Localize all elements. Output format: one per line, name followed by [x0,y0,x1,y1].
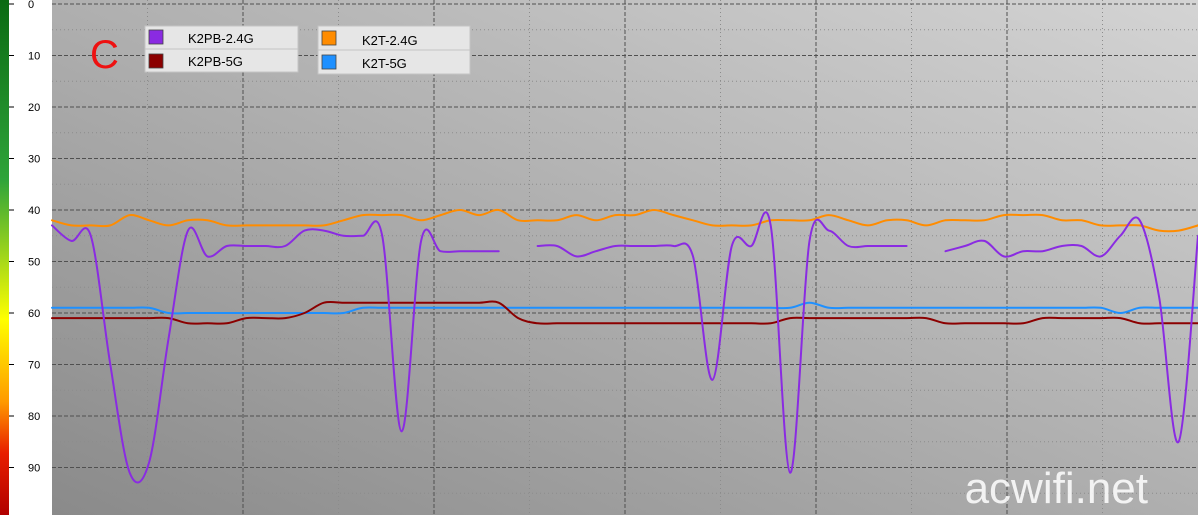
y-tick-label: 10 [28,51,40,63]
series-line-k2pb-5g [51,300,1198,325]
y-tick-label: 50 [28,257,40,269]
y-tick-label: 20 [28,102,40,114]
y-tick-label: 70 [28,360,40,372]
plot-area [52,0,1198,515]
series-lines [51,208,1198,484]
legend-label-k2t-2-4g: K2T-2.4G [362,33,418,48]
legend: K2PB-2.4G K2PB-5G K2T-2.4G K2T-5G [144,25,471,75]
legend-label-k2t-5g: K2T-5G [362,56,407,71]
series-k2t-2-4g [51,208,1198,233]
series-k2pb-2-4g [51,211,1198,484]
y-tick-label: 40 [28,205,40,217]
color-scale-bar [0,0,9,515]
y-tick-label: 90 [28,463,40,475]
series-line-k2t-5g [51,301,1198,315]
series-k2t-5g [51,301,1198,315]
series-line-k2pb-2-4g [51,220,500,484]
series-line-k2t-2-4g [51,208,1198,233]
series-line-k2pb-2-4g [536,211,908,474]
legend-swatch-k2t-5g [321,54,337,70]
y-axis: 0102030405060708090100 [9,0,46,515]
legend-swatch-k2pb-5g [148,53,164,69]
legend-swatch-k2t-2-4g [321,30,337,46]
y-tick-label: 0 [28,0,34,11]
series-k2pb-5g [51,300,1198,325]
major-gridlines [52,0,1198,515]
y-tick-label: 60 [28,308,40,320]
series-line-k2pb-2-4g [944,216,1198,444]
y-tick-label: 80 [28,411,40,423]
y-tick-label: 30 [28,154,40,166]
legend-label-k2pb-5g: K2PB-5G [188,54,243,69]
legend-swatch-k2pb-2-4g [148,29,164,45]
watermark: acwifi.net [965,464,1148,513]
legend-label-k2pb-2-4g: K2PB-2.4G [188,31,254,46]
panel-letter: C [90,33,119,77]
